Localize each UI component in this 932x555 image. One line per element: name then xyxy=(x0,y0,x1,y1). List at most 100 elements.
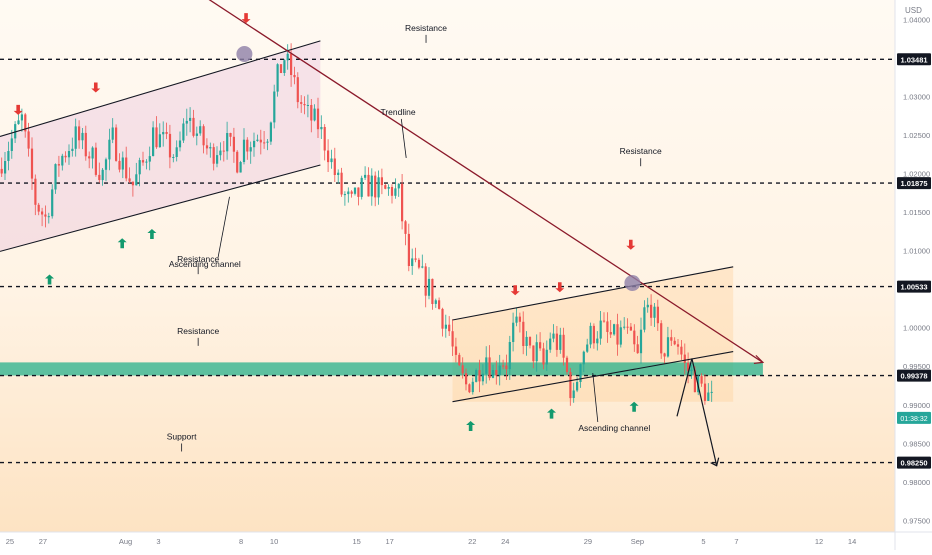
candle-body xyxy=(168,133,172,158)
bullish-arrow xyxy=(147,228,157,239)
candle xyxy=(397,183,400,197)
candle xyxy=(377,170,380,205)
candle-body xyxy=(81,132,84,141)
candle-body xyxy=(404,221,407,234)
candle-body xyxy=(279,64,283,73)
candle xyxy=(37,202,40,216)
bullish-arrow xyxy=(466,420,476,431)
candle xyxy=(559,327,562,354)
candle-body xyxy=(67,151,71,158)
candle xyxy=(199,120,202,136)
candle-body xyxy=(320,127,323,130)
candle xyxy=(303,96,306,115)
candle xyxy=(512,312,515,352)
candle-body xyxy=(441,308,444,329)
candle-body xyxy=(219,150,222,156)
candle-body xyxy=(384,185,387,189)
candle-body xyxy=(653,306,656,318)
candle-body xyxy=(91,147,94,159)
candle-body xyxy=(512,322,515,342)
candle-body xyxy=(602,320,606,322)
candle-body xyxy=(10,138,13,151)
candle xyxy=(518,312,521,333)
candle xyxy=(542,342,545,370)
candle xyxy=(0,157,3,177)
candle xyxy=(158,123,161,148)
candle xyxy=(57,155,60,177)
candle-body xyxy=(330,158,333,163)
trendline-label-pointer xyxy=(400,118,407,158)
candle xyxy=(498,354,501,386)
ascending-channel-upper-right xyxy=(452,266,734,321)
candle-body xyxy=(431,278,434,304)
candle-body xyxy=(269,122,272,142)
candle xyxy=(47,212,50,224)
candle xyxy=(178,131,182,152)
candle-body xyxy=(596,338,599,344)
candle xyxy=(424,263,427,308)
candle-body xyxy=(673,340,676,345)
candle-body xyxy=(347,191,350,195)
candle xyxy=(313,104,316,122)
support-label: Support xyxy=(167,432,197,442)
candle-body xyxy=(687,362,690,372)
candle xyxy=(582,350,585,373)
candle-body xyxy=(545,349,548,365)
candle-body xyxy=(57,164,60,166)
candle xyxy=(259,129,262,155)
candle-body xyxy=(629,326,632,331)
candle-body xyxy=(182,123,185,141)
candle-body xyxy=(370,175,373,197)
candle xyxy=(333,147,336,182)
candle-body xyxy=(559,334,562,350)
candle-body xyxy=(700,376,703,384)
x-tick-label: 7 xyxy=(734,537,738,546)
candle-body xyxy=(367,174,370,197)
candle xyxy=(118,153,121,173)
candle xyxy=(613,323,616,336)
candle xyxy=(78,120,81,149)
candle-body xyxy=(656,306,659,324)
candle-body xyxy=(300,102,303,104)
candle xyxy=(115,124,118,162)
candle xyxy=(88,151,91,169)
y-tick-label: 0.99000 xyxy=(903,401,930,410)
candle-body xyxy=(481,373,484,382)
candle-body xyxy=(350,191,353,194)
candle xyxy=(650,294,653,326)
candle-body xyxy=(64,155,67,158)
candle-body xyxy=(266,141,269,143)
candle xyxy=(626,318,629,334)
candle-body xyxy=(532,345,535,362)
y-tick-label: 1.04000 xyxy=(903,15,930,24)
resistance-3-badge xyxy=(897,280,931,293)
candle xyxy=(707,383,710,401)
candle xyxy=(670,329,673,346)
candle xyxy=(155,116,158,149)
candle-body xyxy=(135,174,138,186)
candle xyxy=(152,121,155,157)
bearish-arrow xyxy=(241,13,251,24)
candle xyxy=(266,139,269,151)
candle-body xyxy=(582,351,585,365)
candle-body xyxy=(290,53,293,75)
candle xyxy=(182,118,185,143)
candle-body xyxy=(660,323,663,354)
candle-body xyxy=(599,320,602,339)
candle-body xyxy=(118,160,121,170)
bearish-arrow xyxy=(13,104,23,115)
candle xyxy=(471,377,474,395)
candle-body xyxy=(508,342,511,370)
candle-body xyxy=(343,194,346,196)
candle xyxy=(394,178,397,199)
candle-body xyxy=(229,133,232,137)
candle-body xyxy=(414,258,417,260)
candle xyxy=(579,363,582,388)
candle-body xyxy=(650,304,653,318)
candle xyxy=(454,337,458,363)
candle xyxy=(10,129,13,159)
candle xyxy=(353,187,357,196)
candle-body xyxy=(148,156,151,162)
